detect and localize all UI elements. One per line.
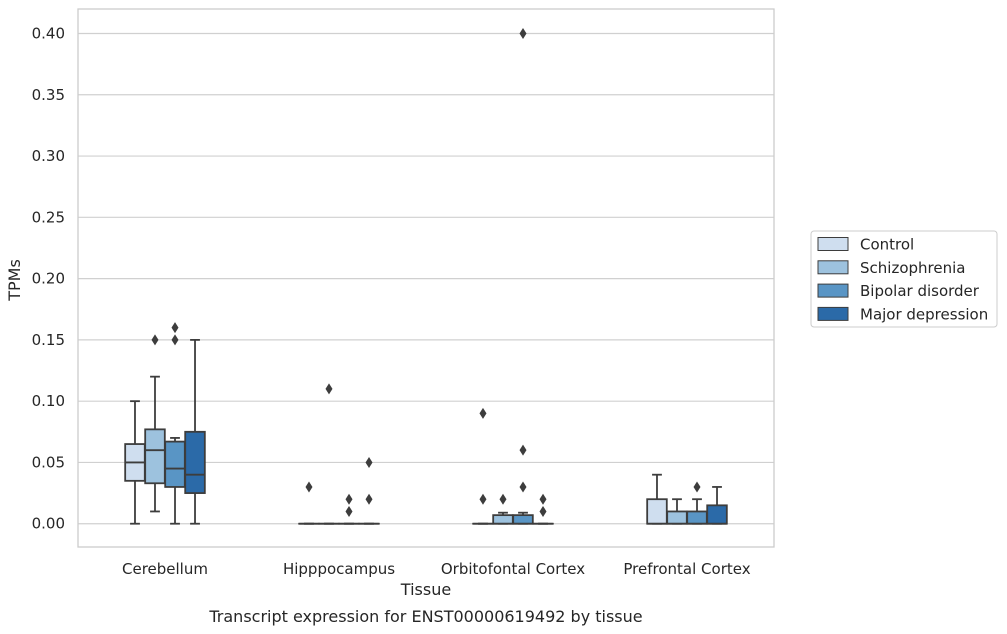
legend-swatch xyxy=(817,260,849,275)
y-tick-label: 0.30 xyxy=(32,147,65,165)
legend-frame xyxy=(810,230,998,328)
box-major-depression xyxy=(358,456,380,525)
box-body xyxy=(646,498,668,525)
x-axis-label: Tissue xyxy=(400,580,451,599)
box-major-depression xyxy=(184,338,206,525)
legend-swatch xyxy=(817,306,849,321)
outlier-point xyxy=(519,481,527,493)
outlier-point xyxy=(365,456,373,468)
box-body xyxy=(144,428,166,485)
box-body xyxy=(666,510,688,525)
plot-frame xyxy=(77,8,775,548)
outlier-point xyxy=(345,505,353,517)
y-tick-label: 0.25 xyxy=(32,208,65,226)
outlier-point xyxy=(171,334,179,346)
box-control xyxy=(124,400,146,525)
box-control xyxy=(298,481,320,525)
x-tick-label: Orbitofontal Cortex xyxy=(441,560,585,578)
box-control xyxy=(646,473,668,525)
box-bipolar-disorder xyxy=(164,322,186,525)
boxes xyxy=(124,28,728,525)
outlier-point xyxy=(479,407,487,419)
box-body xyxy=(492,514,514,525)
box-major-depression xyxy=(532,493,554,525)
box-body xyxy=(686,510,708,525)
x-tick-label: Hipppocampus xyxy=(283,560,395,578)
box-schizophrenia xyxy=(144,334,166,513)
legend-label: Control xyxy=(860,236,914,254)
box-bipolar-disorder xyxy=(512,28,534,525)
outlier-point xyxy=(325,383,333,395)
x-tick-labels: Cerebellum Hipppocampus Orbitofontal Corte… xyxy=(122,560,751,578)
y-tick-label: 0.00 xyxy=(32,515,65,533)
chart-caption: Transcript expression for ENST0000061949… xyxy=(208,607,642,626)
legend: Control Schizophrenia Bipolar disorder Majo… xyxy=(810,230,998,328)
outlier-point xyxy=(479,493,487,505)
box-body xyxy=(184,430,206,494)
box-bipolar-disorder xyxy=(338,493,360,525)
y-tick-labels: 0.00 0.05 0.10 0.15 0.20 0.25 0.30 0.35 0.40 xyxy=(32,25,65,533)
legend-swatch xyxy=(817,237,849,251)
legend-label: Schizophrenia xyxy=(860,259,965,277)
outlier-point xyxy=(305,481,313,493)
box-body xyxy=(164,440,186,488)
x-tick-label: Prefrontal Cortex xyxy=(623,560,750,578)
outlier-point xyxy=(519,444,527,456)
y-tick-label: 0.15 xyxy=(32,331,65,349)
y-tick-label: 0.05 xyxy=(32,453,65,471)
outlier-point xyxy=(693,481,701,493)
outlier-point xyxy=(345,493,353,505)
y-tick-label: 0.10 xyxy=(32,392,65,410)
legend-label: Bipolar disorder xyxy=(860,282,980,300)
box-schizophrenia xyxy=(318,383,340,525)
outlier-point xyxy=(365,493,373,505)
legend-swatch xyxy=(817,283,849,298)
outlier-point xyxy=(519,28,527,40)
box-major-depression xyxy=(706,486,728,525)
box-control xyxy=(472,407,494,525)
y-tick-label: 0.20 xyxy=(32,270,65,288)
outlier-point xyxy=(539,505,547,517)
box-schizophrenia xyxy=(666,498,688,525)
box-body xyxy=(512,514,534,525)
y-tick-label: 0.35 xyxy=(32,86,65,104)
legend-label: Major depression xyxy=(860,305,988,323)
y-tick-label: 0.40 xyxy=(32,25,65,43)
box-bipolar-disorder xyxy=(686,481,708,525)
box-body xyxy=(706,504,728,525)
y-axis-label: TPMs xyxy=(5,259,24,302)
x-tick-label: Cerebellum xyxy=(122,560,208,578)
box-schizophrenia xyxy=(492,493,514,525)
outlier-point xyxy=(499,493,507,505)
outlier-point xyxy=(151,334,159,346)
outlier-point xyxy=(539,493,547,505)
outlier-point xyxy=(171,322,179,334)
